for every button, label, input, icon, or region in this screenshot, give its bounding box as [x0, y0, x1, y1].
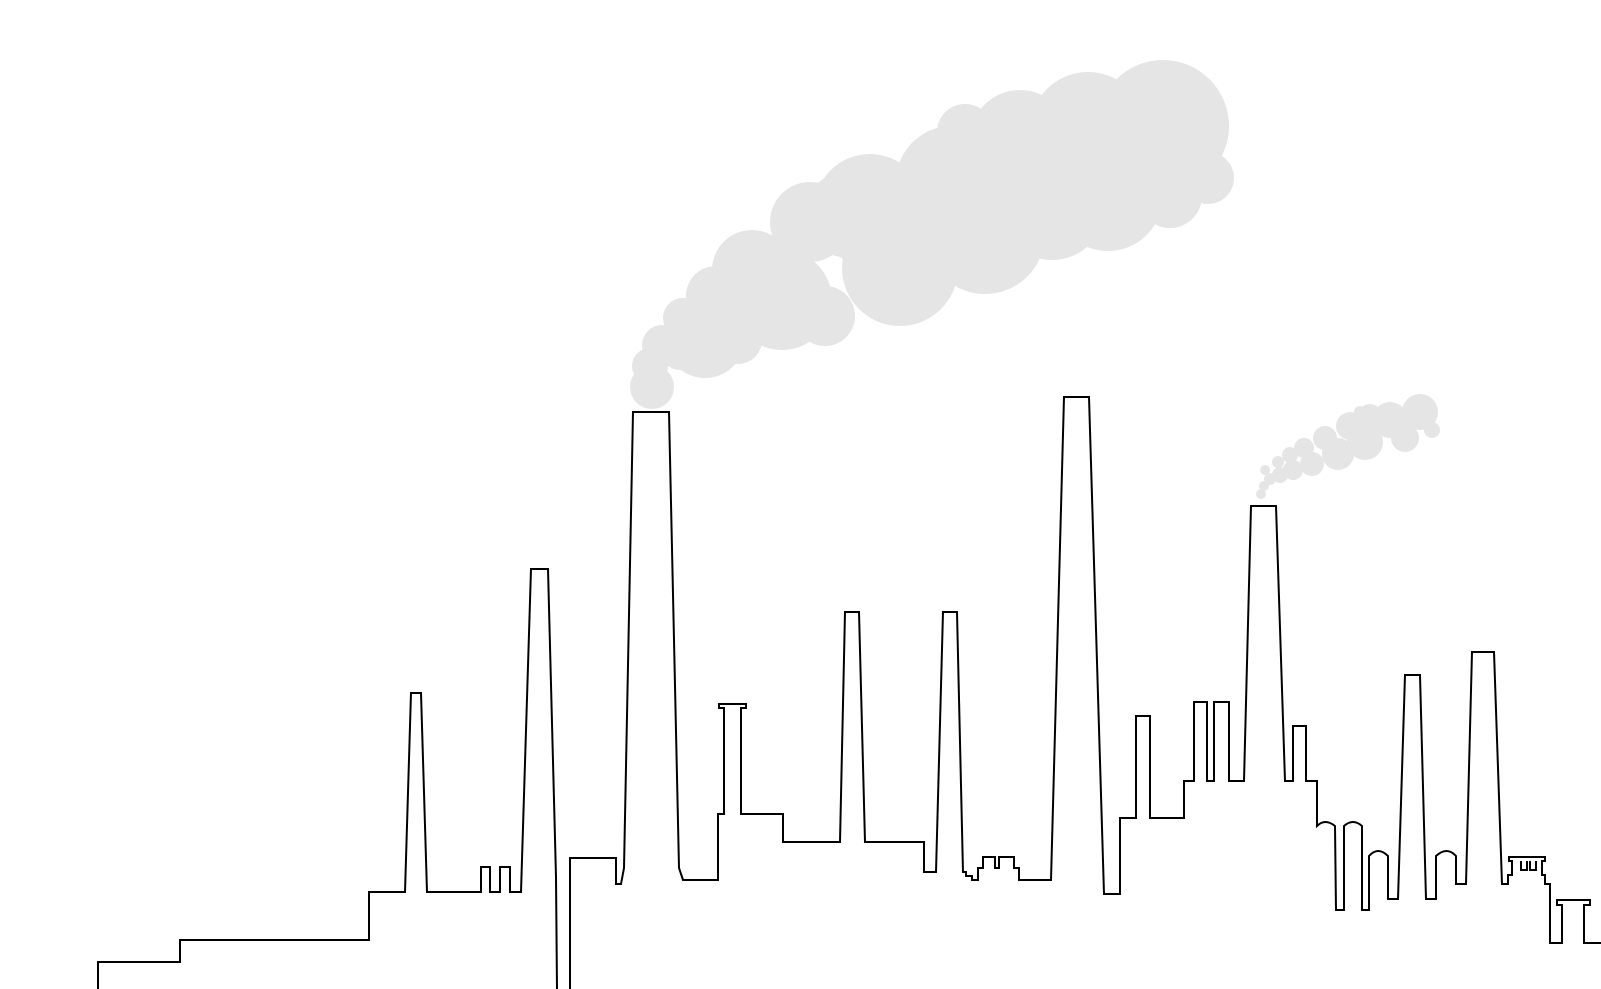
- large-smoke-plume: [630, 60, 1234, 409]
- rooftop-chimney-detail: [1520, 861, 1537, 871]
- small-smoke-plume: [1256, 394, 1440, 499]
- factory-skyline-outline: [97, 396, 1601, 989]
